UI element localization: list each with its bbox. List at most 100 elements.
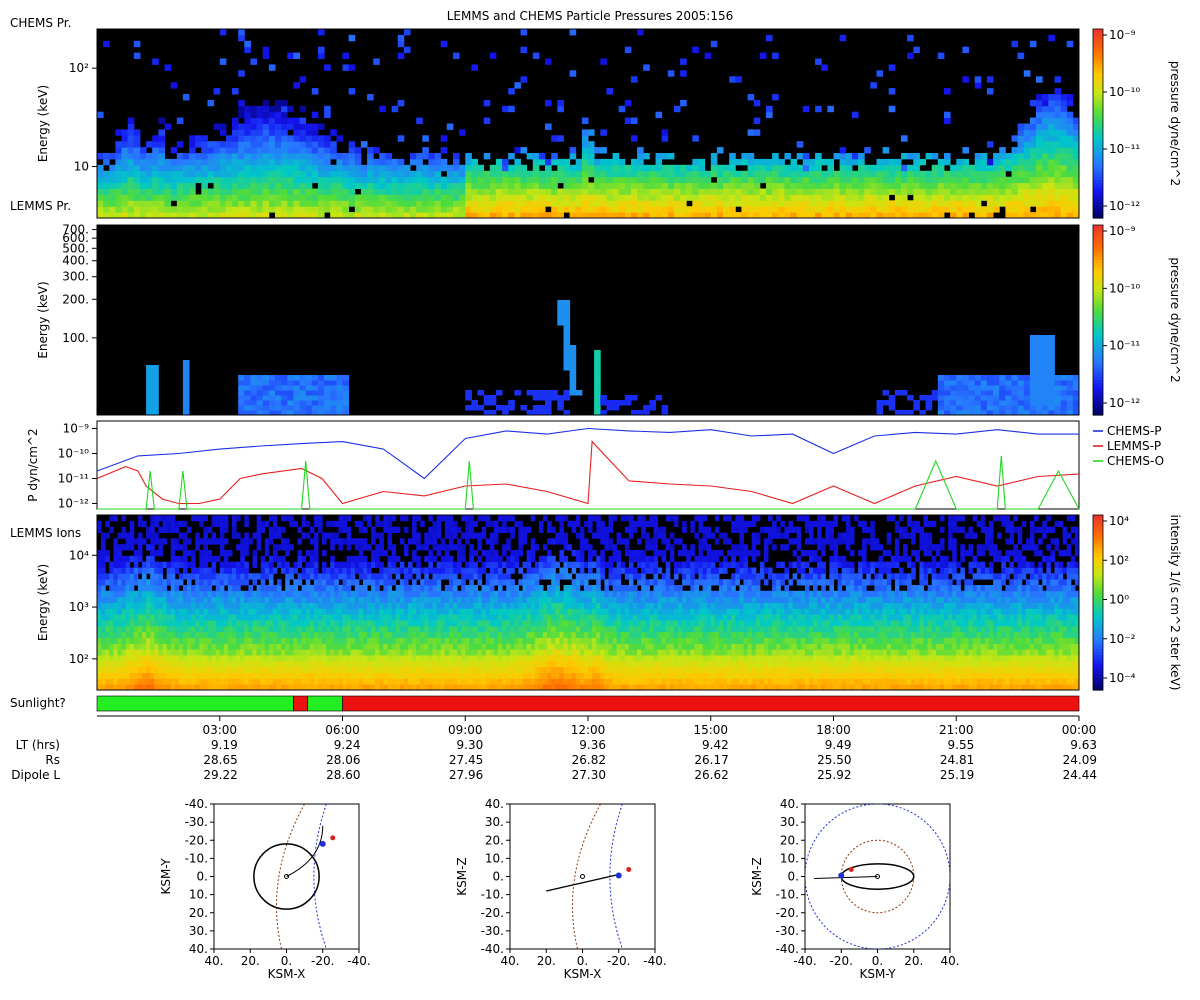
spectrogram-cell [281, 596, 286, 603]
spectrogram-cell [453, 602, 458, 609]
spectrogram-cell [272, 544, 278, 551]
spectrogram-cell [318, 135, 325, 142]
spectrogram-cell [297, 550, 303, 557]
spectrogram-cell [363, 660, 368, 668]
spectrogram-cell [338, 590, 343, 598]
spectrogram-cell [275, 405, 282, 411]
spectrogram-cell [986, 170, 994, 178]
spectrogram-cell [140, 158, 147, 166]
lemms_pressure_spectrogram-ytick-label: 500. [62, 241, 89, 255]
spectrogram-cell [162, 614, 168, 621]
spectrogram-cell [313, 579, 319, 586]
spectrogram-cell [772, 194, 779, 201]
spectrogram-cell [311, 153, 319, 160]
spectrogram-cell [802, 176, 810, 184]
spectrogram-cell [408, 602, 413, 609]
spectrogram-cell [387, 672, 393, 679]
spectrogram-cell [403, 631, 409, 638]
spectrogram-cell [275, 164, 282, 172]
spectrogram-cell [354, 561, 360, 568]
spectrogram-cell [502, 410, 509, 416]
spectrogram-cell [1048, 164, 1055, 172]
spectrogram-cell [289, 614, 294, 621]
spectrogram-cell [223, 631, 229, 638]
spectrogram-cell [980, 405, 988, 411]
spectrogram-cell [281, 614, 286, 621]
spectrogram-cell [766, 212, 773, 219]
spectrogram-cell [851, 194, 859, 201]
spectrogram-cell [974, 206, 982, 213]
spectrogram-cell [465, 405, 472, 411]
spectrogram-cell [907, 188, 914, 195]
spectrogram-cell [428, 153, 435, 160]
spectrogram-cell [446, 206, 454, 213]
spectrogram-cell [305, 405, 313, 411]
spectrogram-cell [1017, 153, 1025, 160]
spectrogram-cell [203, 649, 208, 656]
spectrogram-cell [606, 200, 613, 207]
spectrogram-cell [569, 153, 577, 160]
spectrogram-cell [962, 194, 969, 201]
spectrogram-cell [346, 596, 352, 603]
spectrogram-cell [962, 385, 969, 391]
spectrogram-cell [428, 206, 435, 213]
spectrogram-cell [387, 666, 393, 673]
spectrogram-cell [1054, 123, 1062, 130]
spectrogram-cell [600, 212, 607, 219]
spectrogram-cell [1023, 158, 1031, 166]
spectrogram-cell [432, 660, 438, 668]
spectrogram-cell [199, 515, 204, 522]
spectrogram-cell [125, 620, 131, 627]
spectrogram-cell [150, 625, 155, 633]
spectrogram-cell [176, 158, 184, 166]
spectrogram-cell [397, 52, 405, 59]
spectrogram-cell [395, 590, 401, 598]
spectrogram-cell [569, 182, 577, 189]
spectrogram-cell [105, 614, 110, 621]
spectrogram-cell [287, 194, 294, 201]
spectrogram-cell [301, 672, 307, 679]
spectrogram-cell [495, 170, 503, 178]
spectrogram-cell [223, 649, 229, 656]
spectrogram-cell [244, 620, 249, 627]
spectrogram-cell [858, 188, 865, 195]
spectrogram-cell [170, 573, 176, 580]
spectrogram-cell [281, 400, 288, 406]
spectrogram-cell [545, 400, 552, 406]
spectrogram-cell [301, 608, 307, 615]
spectrogram-cell [772, 200, 779, 207]
spectrogram-cell [410, 158, 417, 166]
spectrogram-cell [391, 194, 399, 201]
spectrogram-cell [1060, 164, 1068, 172]
spectrogram-cell [313, 666, 319, 673]
spectrogram-cell [264, 585, 270, 592]
spectrogram-cell [424, 620, 429, 627]
spectrogram-cell [876, 200, 884, 207]
spectrogram-cell [1005, 212, 1012, 219]
spectrogram-cell [348, 153, 356, 160]
spectrogram-cell [495, 206, 503, 213]
spectrogram-cell [342, 153, 350, 160]
spectrogram-cell [305, 684, 311, 691]
spectrogram-cell [692, 158, 699, 166]
spectrogram-cell [115, 206, 122, 213]
spectrogram-cell [240, 590, 245, 598]
figure-title: LEMMS and CHEMS Particle Pressures 2005:… [447, 9, 734, 23]
spectrogram-cell [420, 614, 425, 621]
spectrogram-cell [428, 567, 433, 574]
spectrogram-cell [408, 538, 413, 545]
spectrogram-cell [937, 170, 945, 178]
spectrogram-cell [1036, 390, 1043, 396]
spectrogram-cell [105, 625, 110, 633]
spectrogram-cell [256, 375, 264, 381]
spectrogram-cell [422, 200, 429, 207]
spectrogram-cell [698, 200, 706, 207]
spectrogram-cell [322, 596, 327, 603]
spectrogram-cell [371, 666, 376, 673]
spectrogram-cell [201, 135, 208, 142]
spectrogram-cell [980, 375, 988, 381]
spectrogram-cell [980, 400, 988, 406]
spectrogram-cell [275, 410, 282, 416]
spectrogram-cell [1048, 182, 1055, 189]
spectrogram-cell [227, 649, 233, 656]
